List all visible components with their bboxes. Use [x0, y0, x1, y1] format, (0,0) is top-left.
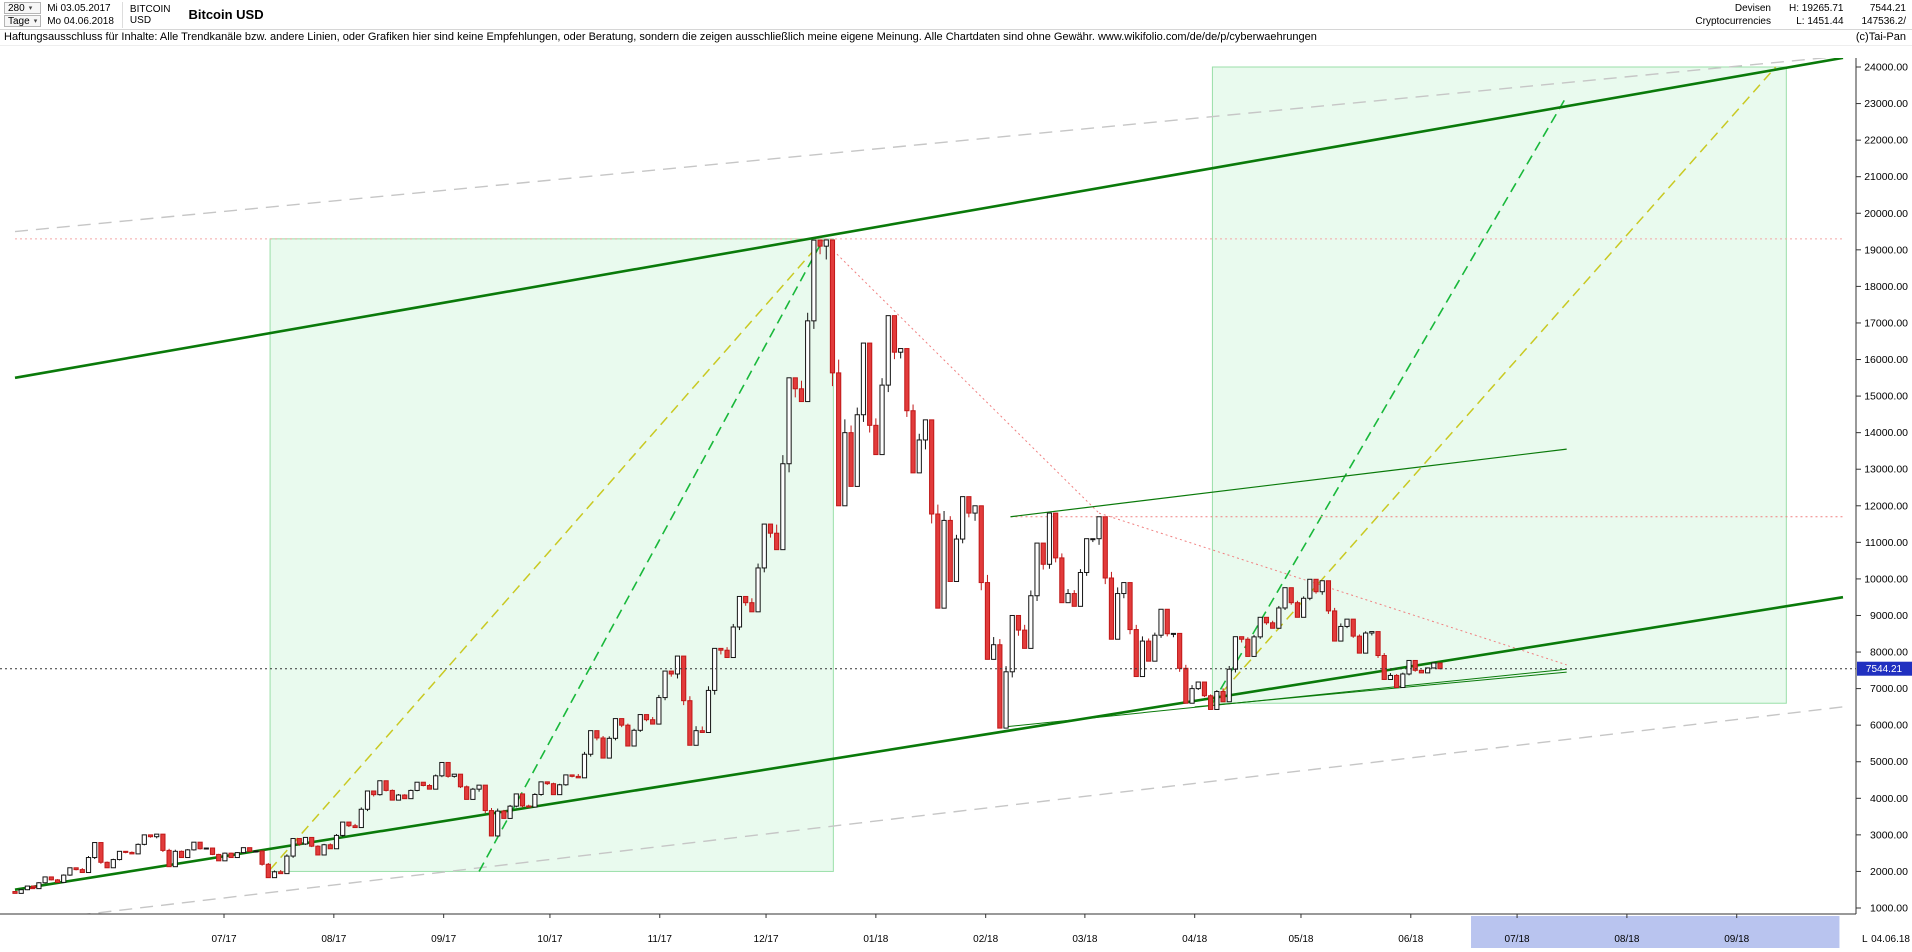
low-value: L: 1451.44 [1796, 15, 1844, 27]
svg-text:24000.00: 24000.00 [1864, 62, 1908, 74]
svg-text:11000.00: 11000.00 [1865, 537, 1908, 549]
trendline-minor-rising-resistance[interactable] [1010, 448, 1567, 518]
symbol-code-line2: USD [129, 14, 152, 26]
svg-text:05/18: 05/18 [1288, 934, 1313, 945]
svg-text:12000.00: 12000.00 [1864, 500, 1908, 512]
secondary-value: 147536.2/ [1861, 15, 1907, 27]
copyright-label: (c)Tai-Pan [1855, 31, 1906, 43]
chevron-down-icon: ▾ [28, 4, 33, 12]
svg-text:04.06.18: 04.06.18 [1871, 934, 1910, 945]
range-start-date[interactable]: Mi 03.05.2017 [47, 2, 111, 14]
svg-text:8000.00: 8000.00 [1870, 647, 1908, 659]
svg-text:21000.00: 21000.00 [1864, 171, 1908, 183]
last-price-value: 7544.21 [1869, 2, 1906, 14]
instrument-category: Devisen Cryptocurrencies [1695, 2, 1771, 28]
svg-text:2000.00: 2000.00 [1870, 866, 1908, 878]
svg-text:9000.00: 9000.00 [1870, 610, 1908, 622]
svg-text:02/18: 02/18 [973, 934, 998, 945]
trendline-upper-trend-channel[interactable] [14, 58, 1844, 380]
svg-text:07/17: 07/17 [211, 934, 236, 945]
trendline-rally-slope-olive-2018[interactable] [1211, 66, 1777, 704]
svg-text:7000.00: 7000.00 [1870, 683, 1908, 695]
period-value: Tage [8, 15, 30, 27]
svg-text:18000.00: 18000.00 [1864, 281, 1908, 293]
svg-text:7544.21: 7544.21 [1866, 664, 1903, 675]
svg-text:09/17: 09/17 [431, 934, 456, 945]
disclaimer-text: Haftungsausschluss für Inhalte: Alle Tre… [4, 31, 1095, 43]
wikifolio-link[interactable]: www.wikifolio.com/de/de/p/cyberwaehrunge… [1097, 31, 1317, 43]
svg-text:5000.00: 5000.00 [1870, 756, 1908, 768]
svg-text:03/18: 03/18 [1072, 934, 1097, 945]
svg-text:06/18: 06/18 [1398, 934, 1423, 945]
period-dropdown[interactable]: Tage ▾ [4, 15, 42, 27]
price-chart-canvas[interactable]: 7544.21 1000.00 2000.00 3000.00 4000.00 5000.… [0, 46, 1912, 952]
disclaimer-line: Haftungsausschluss für Inhalte: Alle Tre… [4, 30, 1317, 45]
svg-text:15000.00: 15000.00 [1864, 391, 1908, 403]
candlestick-series [12, 239, 1443, 894]
svg-text:L: L [1862, 934, 1868, 945]
svg-text:13000.00: 13000.00 [1864, 464, 1908, 476]
chevron-down-icon: ▾ [33, 17, 38, 25]
svg-text:10/17: 10/17 [537, 934, 562, 945]
svg-text:11/17: 11/17 [648, 934, 673, 945]
chart-regions [269, 66, 1787, 872]
svg-text:07/18: 07/18 [1505, 934, 1530, 945]
svg-text:04/18: 04/18 [1182, 934, 1207, 945]
svg-text:10000.00: 10000.00 [1864, 573, 1908, 585]
price-axis[interactable]: 1000.00 2000.00 3000.00 4000.00 5000.00 6000.… [1855, 58, 1908, 915]
chart-toolbar: 280 ▾ Mi 03.05.2017 Tage ▾ Mo 04.06.2018… [0, 0, 1912, 30]
trendline-gray-channel-lower[interactable] [15, 706, 1844, 923]
time-axis[interactable]: 07/17 08/17 09/17 10/17 11/17 12/17 01/18 02/18… [0, 913, 1910, 948]
svg-text:01/18: 01/18 [863, 934, 888, 945]
category-line2: Cryptocurrencies [1695, 15, 1771, 27]
chart-area[interactable]: 7544.21 1000.00 2000.00 3000.00 4000.00 5000.… [0, 46, 1912, 952]
svg-text:08/17: 08/17 [321, 934, 346, 945]
range-controls: 280 ▾ Mi 03.05.2017 Tage ▾ Mo 04.06.2018 [4, 2, 114, 27]
trendline-lower-trend-channel[interactable] [14, 595, 1844, 892]
chart-title: Bitcoin USD [188, 7, 264, 22]
symbol-code-line1: BITCOIN [129, 3, 171, 15]
trendline-rally-slope-green-2017[interactable] [478, 239, 824, 872]
trendline-overlays[interactable] [14, 56, 1844, 923]
svg-text:3000.00: 3000.00 [1870, 829, 1908, 841]
trendline-red-fan-mar-down[interactable] [1098, 512, 1567, 666]
trendline-wedge-support-apr[interactable] [1194, 671, 1567, 708]
symbol-code: BITCOIN USD [121, 1, 171, 28]
trendline-gray-channel-upper[interactable] [14, 56, 1843, 233]
trendline-rally-slope-olive-2017[interactable] [269, 239, 824, 871]
svg-text:1000.00: 1000.00 [1870, 903, 1908, 915]
bars-count-dropdown[interactable]: 280 ▾ [4, 2, 42, 14]
region-impulse-2017-box [269, 238, 834, 872]
svg-text:12/17: 12/17 [754, 934, 779, 945]
category-line1: Devisen [1734, 2, 1771, 14]
high-value: H: 19265.71 [1789, 2, 1844, 14]
disclaimer-bar: Haftungsausschluss für Inhalte: Alle Tre… [0, 30, 1912, 46]
last-price-marker: 7544.21 [0, 661, 1912, 676]
svg-text:6000.00: 6000.00 [1870, 720, 1908, 732]
svg-text:17000.00: 17000.00 [1864, 317, 1908, 329]
svg-text:16000.00: 16000.00 [1864, 354, 1908, 366]
price-values: 7544.21 147536.2/ [1862, 2, 1907, 28]
trendline-rally-slope-green-2018[interactable] [1211, 95, 1568, 704]
svg-text:4000.00: 4000.00 [1870, 793, 1908, 805]
svg-text:09/18: 09/18 [1724, 934, 1749, 945]
svg-text:14000.00: 14000.00 [1864, 427, 1908, 439]
high-low-values: H: 19265.71 L: 1451.44 [1789, 2, 1844, 28]
svg-text:08/18: 08/18 [1614, 934, 1639, 945]
svg-text:19000.00: 19000.00 [1864, 244, 1908, 256]
svg-text:20000.00: 20000.00 [1864, 208, 1908, 220]
svg-text:22000.00: 22000.00 [1864, 135, 1908, 147]
svg-text:23000.00: 23000.00 [1864, 98, 1908, 110]
range-end-date[interactable]: Mo 04.06.2018 [47, 15, 114, 27]
bars-count-value: 280 [8, 2, 25, 14]
